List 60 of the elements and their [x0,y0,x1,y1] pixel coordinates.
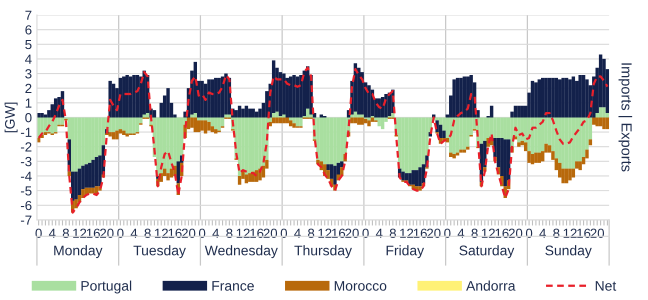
legend-label: Andorra [466,280,516,291]
y-tick-label: 2 [25,84,32,93]
y-tick-label: -6 [20,200,32,210]
y-tick-label: 5 [25,40,32,50]
y-tick-label: -7 [20,216,32,225]
text: Monday [54,245,102,258]
y-tick-label: 7 [25,10,32,20]
text: Wednesday [204,245,278,258]
y-tick-label: -3 [20,156,32,166]
x-tick-label: 16 [496,228,509,238]
x-tick-label: 16 [86,228,100,238]
x-tick-label: 8 [390,228,396,238]
x-tick-label: 16 [577,228,590,238]
text: Friday [386,245,424,258]
y-tick-label: 6 [25,25,32,35]
text: Thursday [294,245,352,258]
x-tick-label: 4 [130,228,138,238]
x-tick-label: 12 [154,228,168,238]
x-tick-label: 16 [414,228,427,238]
y-tick-label: 1 [26,98,32,108]
x-tick-label: 12 [318,228,332,238]
y-tick-label: -5 [20,186,32,196]
x-tick-label: 20 [345,228,359,238]
y-tick-label: 4 [25,54,32,64]
legend-label: Portugal [82,280,132,294]
x-tick-label: 4 [376,228,383,238]
text: Saturday [459,245,514,258]
x-tick-label: 12 [400,228,414,238]
legend-label: France [212,281,254,291]
legend-label: Morocco [334,281,386,291]
y-tick-label: -1 [20,128,32,137]
x-tick-label: 16 [168,228,182,238]
y2-axis-title: Imports | Exports [618,63,632,172]
x-tick-label: 12 [236,228,250,238]
text: Tuesday [133,245,186,258]
x-tick-label: 4 [294,228,301,238]
x-tick-label: 12 [482,228,495,238]
x-tick-label: 20 [100,228,114,238]
y-axis-title: [GW] [4,102,18,132]
x-tick-label: 20 [508,228,522,238]
text: Sunday [545,245,592,258]
legend-label: Net [596,281,616,291]
x-tick-label: 20 [182,228,196,238]
x-tick-label: 20 [590,228,604,238]
x-tick-label: 8 [144,228,151,238]
y-tick-label: 3 [25,69,32,78]
x-tick-label: 16 [332,228,346,238]
x-tick-label: 12 [564,228,577,238]
x-tick-label: 20 [264,228,278,238]
y-tick-label: 0 [25,113,32,122]
x-tick-label: 4 [539,228,546,238]
x-tick-label: 12 [73,228,86,238]
y-tick-label: -2 [20,142,32,152]
y-tick-label: -4 [20,172,32,181]
x-tick-label: 16 [250,228,264,238]
x-tick-label: 4 [48,228,56,238]
x-tick-label: 8 [553,228,560,238]
x-tick-label: 4 [212,228,220,238]
x-tick-label: 4 [458,228,464,238]
x-tick-label: 20 [427,228,441,238]
